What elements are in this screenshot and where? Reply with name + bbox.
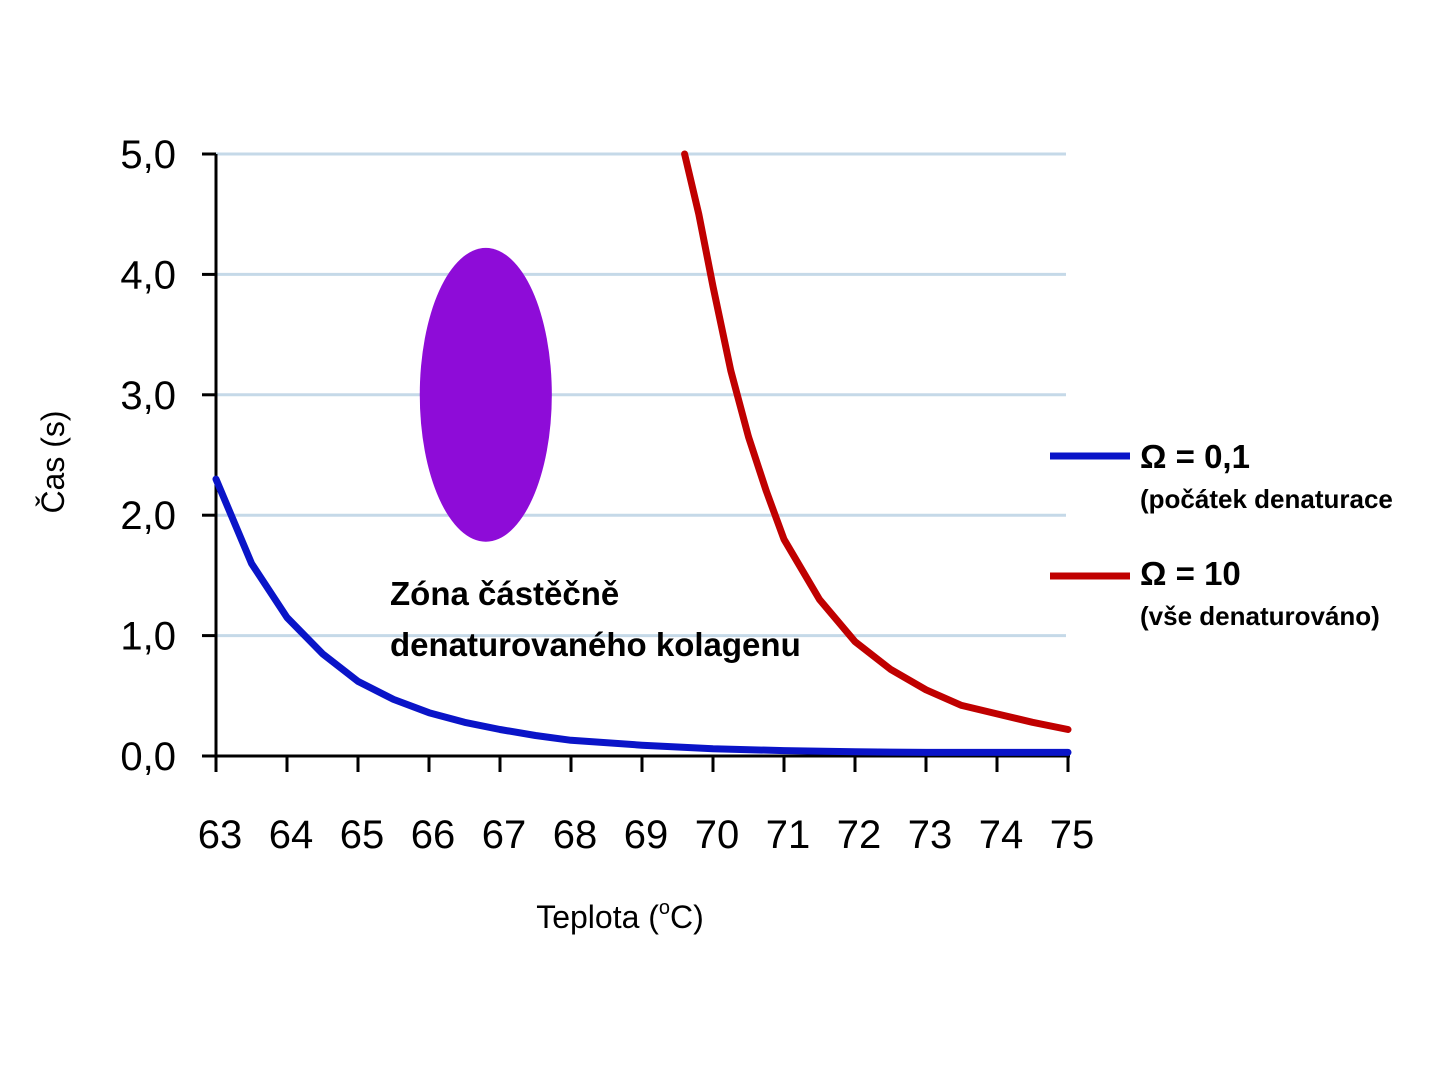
y-axis-label: Čas (s) (35, 410, 71, 513)
series-line-1 (681, 150, 1072, 733)
x-tick-labels: 63 64 65 66 67 68 69 70 71 72 73 74 75 (198, 813, 1095, 857)
x-tick-label: 71 (766, 813, 811, 857)
x-axis-label: Teplota (oC) (536, 897, 704, 935)
legend: Ω = 0,1 (počátek denaturace Ω = 10 (vše … (1050, 438, 1393, 631)
x-tick-label: 75 (1050, 813, 1095, 857)
x-tick-label: 73 (908, 813, 953, 857)
y-tick-label: 3,0 (120, 374, 176, 418)
legend-label-omega-0-1: Ω = 0,1 (1140, 438, 1250, 475)
x-tick-label: 70 (695, 813, 740, 857)
y-tick-label: 0,0 (120, 735, 176, 779)
x-tick-label: 67 (482, 813, 527, 857)
y-tick-label: 5,0 (120, 133, 176, 177)
y-tick-label: 4,0 (120, 253, 176, 297)
x-tick-label: 74 (979, 813, 1024, 857)
x-axis-label-unit: C) (670, 899, 704, 935)
x-tick-label: 68 (553, 813, 598, 857)
y-tick-label: 2,0 (120, 494, 176, 538)
x-axis-label-degree: o (659, 897, 670, 919)
x-tick-label: 66 (411, 813, 456, 857)
x-tick-label: 63 (198, 813, 243, 857)
x-tick-label: 65 (340, 813, 385, 857)
x-tick-label: 64 (269, 813, 314, 857)
y-tick-label: 1,0 (120, 615, 176, 659)
zone-label-line2: denaturovaného kolagenu (390, 626, 801, 663)
zone-label-line1: Zóna částěčně (390, 575, 619, 612)
axes (202, 152, 1070, 772)
series-lines (212, 150, 1072, 756)
x-axis-label-text: Teplota ( (536, 899, 659, 935)
x-tick-label: 72 (837, 813, 882, 857)
legend-sublabel-omega-0-1: (počátek denaturace (1140, 484, 1393, 514)
gridlines (216, 152, 1066, 638)
legend-label-omega-10: Ω = 10 (1140, 555, 1241, 592)
y-tick-labels: 0,0 1,0 2,0 3,0 4,0 5,0 (120, 133, 176, 779)
series-line-0 (212, 475, 1072, 756)
x-tick-label: 69 (624, 813, 669, 857)
legend-sublabel-omega-10: (vše denaturováno) (1140, 601, 1380, 631)
denaturation-zone-ellipse (419, 247, 552, 542)
